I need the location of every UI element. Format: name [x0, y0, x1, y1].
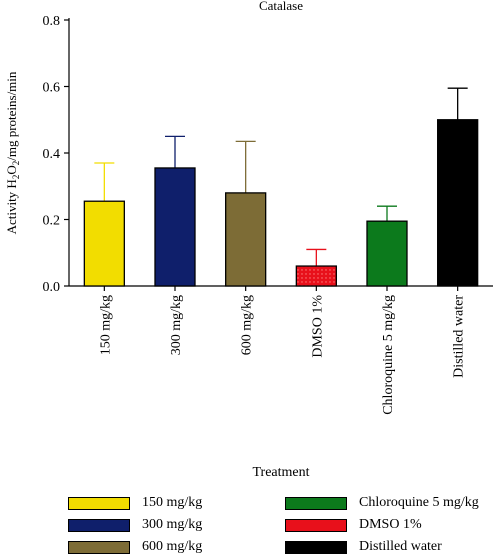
x-tick-label: 150 mg/kg	[98, 295, 113, 355]
legend-label: 150 mg/kg	[142, 495, 203, 510]
legend-swatch	[285, 540, 347, 554]
legend-item: Chloroquine 5 mg/kg	[285, 494, 479, 512]
y-tick-label: 0.0	[43, 280, 61, 295]
y-tick-label: 0.4	[43, 147, 61, 162]
y-axis-label-text: Activity H2O2/mg proteins/min	[4, 71, 21, 234]
x-tick-label: DMSO 1%	[310, 295, 325, 358]
plot-area: 0.0 0.2 0.4 0.6 0.8 150 mg/kg 300 mg/kg 600 mg/…	[43, 14, 493, 415]
legend-swatch	[285, 518, 347, 532]
bar	[225, 192, 267, 287]
legend-swatch	[285, 496, 347, 510]
y-tick-label: 0.8	[43, 14, 61, 29]
bar	[366, 220, 408, 287]
legend-label: 300 mg/kg	[142, 517, 203, 532]
legend-item: DMSO 1%	[285, 516, 422, 534]
x-tick-label: 300 mg/kg	[169, 295, 184, 355]
legend-label: DMSO 1%	[359, 517, 422, 532]
legend-swatch	[68, 496, 130, 510]
x-tick-label: Chloroquine 5 mg/kg	[381, 295, 396, 415]
legend-swatch	[68, 518, 130, 532]
chart-title: Catalase	[259, 0, 303, 13]
x-tick-label: 600 mg/kg	[240, 295, 255, 355]
x-axis-label: Treatment	[252, 465, 309, 480]
y-axis-label: Activity H2O2/mg proteins/min	[4, 71, 21, 234]
bar	[83, 200, 125, 287]
legend-item: 600 mg/kg	[68, 538, 202, 556]
legend-label: Distilled water	[359, 539, 442, 554]
y-tick-label: 0.6	[43, 81, 61, 96]
legend-item: 150 mg/kg	[68, 494, 202, 512]
y-tick-label: 0.2	[43, 214, 61, 229]
bar	[154, 167, 196, 287]
x-tick-label: Distilled water	[452, 295, 467, 378]
bar	[437, 119, 479, 287]
legend-label: Chloroquine 5 mg/kg	[359, 495, 479, 510]
bar	[295, 265, 337, 287]
legend-label: 600 mg/kg	[142, 539, 203, 554]
legend-item: 300 mg/kg	[68, 516, 202, 534]
legend-swatch	[68, 540, 130, 554]
legend-item: Distilled water	[285, 538, 442, 556]
